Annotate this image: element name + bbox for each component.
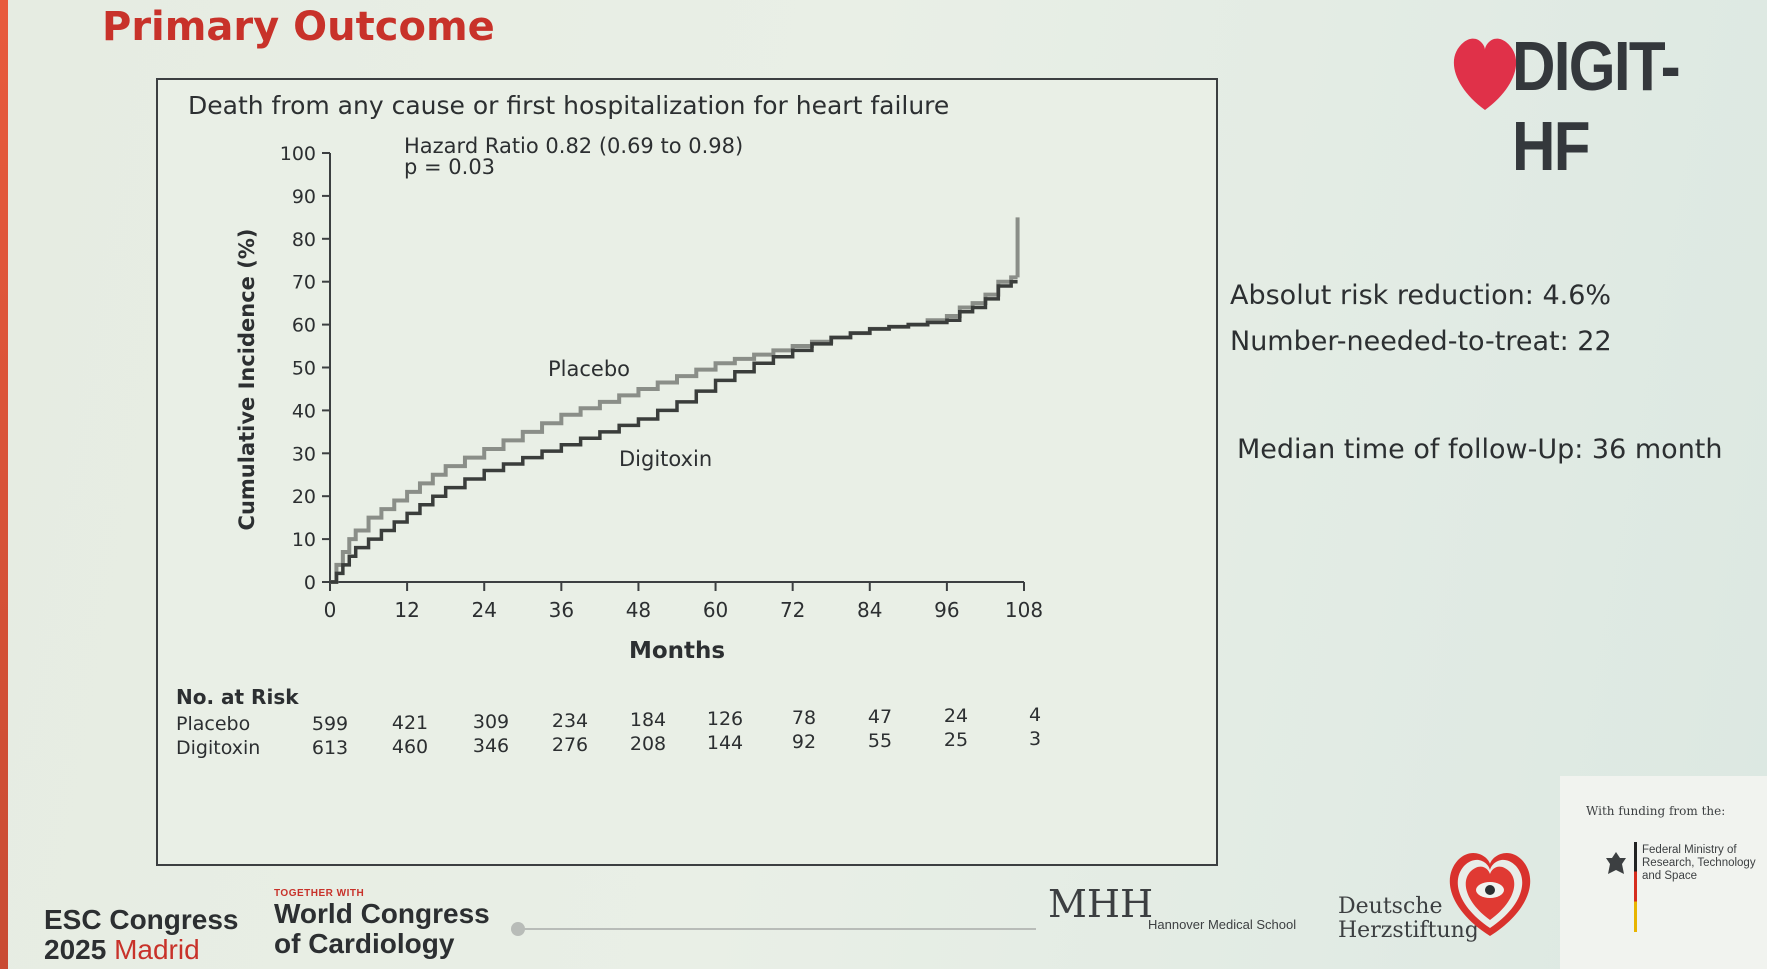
- at-risk-cell: 309: [473, 711, 509, 733]
- esc-congress-logo: ESC Congress 2025 Madrid: [44, 905, 239, 965]
- at-risk-cell: 92: [792, 731, 816, 753]
- x-tick-label: 108: [1005, 598, 1043, 622]
- at-risk-cell: 78: [792, 707, 816, 729]
- at-risk-row-label-digitoxin: Digitoxin: [176, 737, 260, 759]
- at-risk-cell: 276: [552, 734, 588, 756]
- at-risk-cell: 47: [868, 706, 892, 728]
- at-risk-cell: 3: [1029, 728, 1041, 750]
- digit-hf-logo: DIGIT-HF: [1450, 22, 1750, 185]
- at-risk-cell: 208: [630, 733, 666, 755]
- x-tick-label: 84: [857, 598, 882, 622]
- dhs-line1: Deutsche: [1338, 894, 1443, 919]
- slide-edge-strip: [0, 0, 8, 969]
- x-tick-label: 0: [324, 598, 337, 622]
- deutsche-herzstiftung-text: Deutsche Herzstiftung: [1338, 895, 1479, 943]
- y-tick-label: 0: [304, 572, 316, 594]
- y-tick-label: 40: [292, 400, 316, 422]
- at-risk-cell: 126: [707, 708, 743, 730]
- wcc-logo: TOGETHER WITH World Congress of Cardiolo…: [274, 888, 490, 959]
- y-tick-label: 20: [292, 486, 316, 508]
- x-tick-label: 72: [780, 598, 805, 622]
- ministry-name: Federal Ministry of Research, Technology…: [1642, 844, 1756, 882]
- y-tick-label: 70: [292, 272, 316, 294]
- slide-title: Primary Outcome: [102, 4, 495, 50]
- x-tick-label: 24: [471, 598, 496, 622]
- federal-eagle-icon: [1606, 852, 1626, 874]
- funding-panel: With funding from the: Federal Ministry …: [1560, 776, 1767, 969]
- x-tick-label: 12: [394, 598, 419, 622]
- at-risk-cell: 24: [944, 705, 968, 727]
- footer-rule: [516, 928, 1036, 930]
- at-risk-cell: 25: [944, 729, 968, 751]
- at-risk-cell: 144: [707, 732, 743, 754]
- at-risk-cell: 421: [392, 712, 428, 734]
- x-tick-label: 60: [703, 598, 728, 622]
- chart-title: Death from any cause or first hospitaliz…: [188, 91, 949, 120]
- mhh-logo: MHH: [1048, 882, 1154, 926]
- km-curve-digitoxin: [330, 279, 1018, 584]
- at-risk-cell: 184: [630, 709, 666, 731]
- x-axis-label: Months: [629, 638, 725, 664]
- p-value-annotation: p = 0.03: [404, 155, 495, 179]
- herzstiftung-heart-icon: [1449, 852, 1531, 936]
- at-risk-cell: 234: [552, 710, 588, 732]
- german-flag-bar: [1634, 842, 1637, 932]
- y-tick-label: 30: [292, 443, 316, 465]
- at-risk-cell: 599: [312, 713, 348, 735]
- at-risk-title: No. at Risk: [176, 685, 299, 709]
- y-tick-label: 100: [280, 143, 316, 165]
- together-with-label: TOGETHER WITH: [274, 888, 365, 899]
- median-follow-up: Median time of follow-Up: 36 month: [1237, 434, 1723, 465]
- esc-congress-city: Madrid: [114, 934, 200, 965]
- esc-congress-label: ESC Congress: [44, 904, 239, 935]
- at-risk-cell: 4: [1029, 704, 1041, 726]
- at-risk-cell: 55: [868, 730, 892, 752]
- km-chart: Death from any cause or first hospitaliz…: [176, 91, 1043, 759]
- hazard-ratio-annotation: Hazard Ratio 0.82 (0.69 to 0.98): [404, 134, 743, 158]
- x-tick-label: 36: [549, 598, 574, 622]
- wcc-line2: of Cardiology: [274, 928, 455, 959]
- y-tick-label: 50: [292, 358, 316, 380]
- wcc-line1: World Congress: [274, 898, 490, 929]
- heart-logo-icon: [1453, 38, 1517, 110]
- at-risk-cell: 613: [312, 737, 348, 759]
- number-needed-to-treat: Number-needed-to-treat: 22: [1230, 326, 1612, 357]
- x-tick-label: 96: [934, 598, 959, 622]
- km-figure: Death from any cause or first hospitaliz…: [156, 78, 1218, 866]
- mhh-name: Hannover Medical School: [1148, 917, 1297, 932]
- y-tick-label: 10: [292, 529, 316, 551]
- at-risk-cell: 460: [392, 736, 428, 758]
- at-risk-row-label-placebo: Placebo: [176, 713, 250, 735]
- funding-label: With funding from the:: [1586, 804, 1726, 818]
- digit-hf-wordmark: DIGIT-HF: [1512, 27, 1681, 185]
- x-tick-label: 48: [626, 598, 651, 622]
- series-label-placebo: Placebo: [548, 357, 630, 381]
- y-tick-label: 60: [292, 315, 316, 337]
- y-tick-label: 80: [292, 229, 316, 251]
- y-axis-label: Cumulative Incidence (%): [235, 229, 259, 531]
- dhs-line2: Herzstiftung: [1338, 918, 1479, 943]
- absolute-risk-reduction: Absolut risk reduction: 4.6%: [1230, 280, 1612, 311]
- esc-congress-year: 2025: [44, 934, 107, 965]
- series-label-digitoxin: Digitoxin: [619, 447, 712, 471]
- y-tick-label: 90: [292, 186, 316, 208]
- at-risk-cell: 346: [473, 735, 509, 757]
